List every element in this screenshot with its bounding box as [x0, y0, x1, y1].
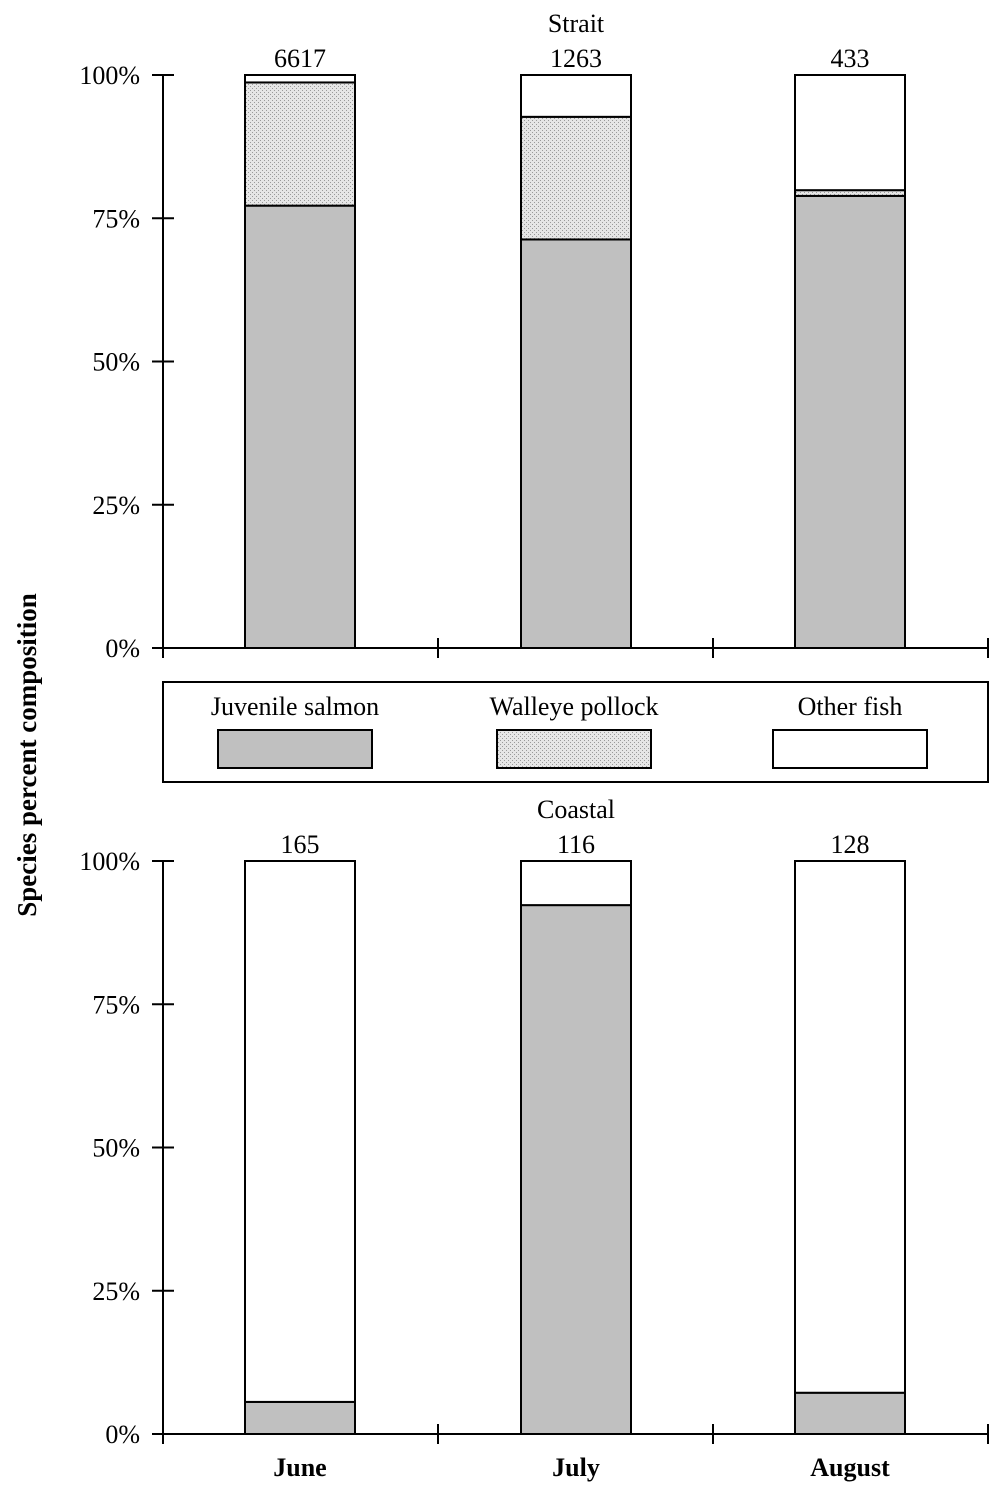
y-tick-label: 50% — [92, 348, 140, 377]
bar-outline-august — [794, 74, 906, 649]
chart-panel-strait: Strait 0% 25% 50% 75% 100% 6617 1263 433 — [79, 9, 989, 663]
bar-outline-june — [244, 74, 356, 649]
legend-swatch-walleye-pollock — [496, 729, 652, 769]
bar-outline-july — [520, 74, 632, 649]
y-tick-label: 75% — [92, 204, 140, 233]
x-tick-label-june: June — [273, 1453, 326, 1482]
bar-segment-july-juvenile-salmon — [520, 904, 632, 1435]
bar-segment-july-other-fish — [520, 74, 632, 118]
panel-title: Coastal — [537, 795, 615, 824]
y-tick-label: 50% — [92, 1134, 140, 1163]
legend-swatch-other-fish — [772, 729, 928, 769]
bar-total-label-june: 6617 — [274, 44, 326, 73]
bar-total-label-june: 165 — [281, 830, 320, 859]
legend-swatch-juvenile-salmon — [217, 729, 373, 769]
bar-segment-july-other-fish — [520, 860, 632, 907]
bar-total-label-july: 1263 — [550, 44, 602, 73]
x-tick-label-july: July — [552, 1453, 600, 1482]
panel-title: Strait — [548, 9, 605, 38]
bar-segment-july-juvenile-salmon — [520, 238, 632, 650]
y-tick-label: 25% — [92, 491, 140, 520]
bar-segment-august-juvenile-salmon — [794, 194, 906, 649]
bar-segment-august-other-fish — [794, 860, 906, 1394]
bar-outline-july — [520, 860, 632, 1435]
y-tick-label: 75% — [92, 990, 140, 1019]
bar-segment-june-other-fish — [244, 74, 356, 84]
bar-segment-august-juvenile-salmon — [794, 1391, 906, 1436]
legend-label-other-fish: Other fish — [798, 692, 903, 721]
y-tick-label: 100% — [79, 847, 140, 876]
bar-segment-june-other-fish — [244, 860, 356, 1403]
bar-segment-august-other-fish — [794, 74, 906, 192]
bar-total-label-august: 433 — [831, 44, 870, 73]
x-tick-label-august: August — [810, 1453, 890, 1482]
bar-segment-june-juvenile-salmon — [244, 1400, 356, 1435]
y-tick-label: 0% — [105, 1420, 140, 1449]
bar-outline-june — [244, 860, 356, 1435]
legend-label-walleye-pollock: Walleye pollock — [489, 692, 658, 721]
bar-total-label-august: 128 — [831, 830, 870, 859]
bar-segment-june-walleye-pollock — [244, 81, 356, 207]
y-tick-label: 25% — [92, 1277, 140, 1306]
bar-total-label-july: 116 — [557, 830, 595, 859]
legend: Juvenile salmon Walleye pollock Other fish — [162, 681, 989, 783]
bar-segment-june-juvenile-salmon — [244, 204, 356, 649]
bar-outline-august — [794, 860, 906, 1435]
legend-label-juvenile-salmon: Juvenile salmon — [211, 692, 379, 721]
y-tick-label: 100% — [79, 61, 140, 90]
y-axis-label: Species percent composition — [12, 593, 42, 916]
y-tick-label: 0% — [105, 634, 140, 663]
chart-panel-coastal: Coastal 0% 25% 50% 75% 100% 165 June 116 July 128 A… — [79, 795, 989, 1482]
bar-segment-july-walleye-pollock — [520, 115, 632, 241]
